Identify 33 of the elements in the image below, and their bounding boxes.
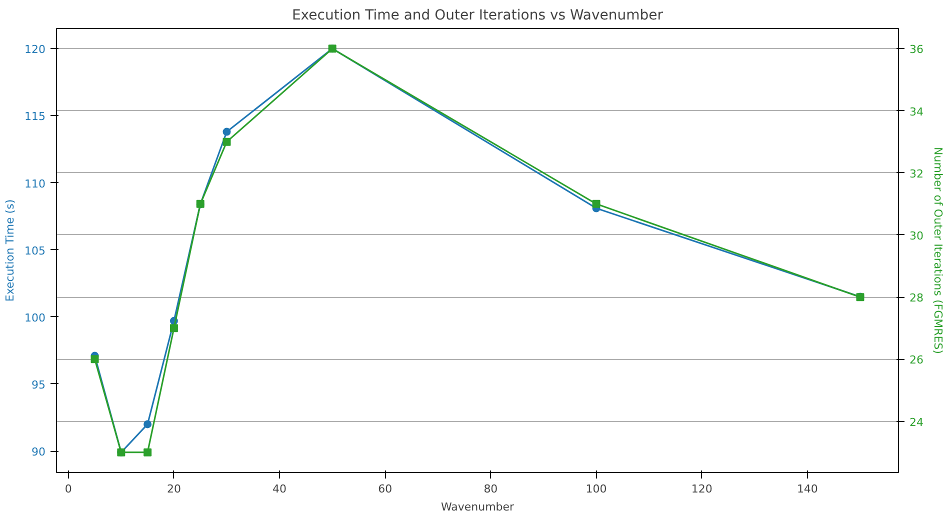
y2-tick-label: 34 — [910, 105, 924, 118]
y2-tick-label: 24 — [910, 416, 924, 429]
y2-tick-label: 36 — [910, 43, 924, 56]
y2-tick-label: 28 — [910, 292, 924, 305]
y2-tick-label: 30 — [910, 229, 924, 242]
point — [144, 448, 152, 456]
chart-title: Execution Time and Outer Iterations vs Wavenumber — [292, 8, 664, 24]
y-tick-label: 90 — [32, 446, 46, 459]
point — [170, 324, 178, 332]
x-axis-title: Wavenumber — [440, 500, 515, 514]
x-tick-label: 120 — [691, 482, 712, 496]
point — [144, 420, 152, 428]
x-tick-label: 60 — [378, 482, 392, 496]
y-tick-label: 100 — [24, 311, 46, 324]
y2-axis-title: Number of Outer Iterations (FGMRES) — [931, 147, 944, 354]
y-axis-title: Execution Time (s) — [4, 199, 17, 302]
point — [592, 200, 600, 208]
y2-tick-label: 32 — [910, 167, 924, 180]
x-tick-label: 0 — [64, 482, 72, 496]
point — [222, 128, 231, 136]
y2-tick-label: 26 — [910, 354, 924, 367]
y-tick-label: 115 — [24, 110, 46, 124]
y-tick-label: 95 — [32, 378, 46, 392]
y-tick-label: 120 — [24, 43, 46, 56]
x-tick-label: 100 — [586, 482, 607, 496]
x-tick-label: 20 — [166, 482, 181, 496]
x-tick-label: 40 — [272, 482, 287, 496]
point — [90, 355, 99, 364]
x-tick-label: 140 — [796, 482, 818, 496]
y-tick-label: 110 — [24, 177, 46, 190]
x-tick-label: 80 — [484, 482, 498, 496]
y-tick-label: 105 — [24, 244, 46, 258]
point — [222, 138, 231, 146]
